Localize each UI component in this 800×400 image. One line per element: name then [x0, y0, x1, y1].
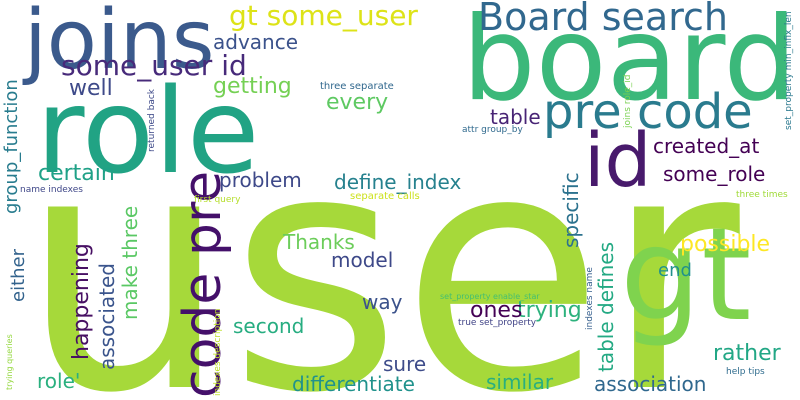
- word-table: table: [490, 105, 541, 129]
- word-board: board: [462, 0, 797, 127]
- word-indexes-name: indexes name: [585, 267, 595, 330]
- word-attr-group-by: attr group_by: [462, 125, 523, 135]
- word-specific: specific: [559, 172, 583, 248]
- word-second: second: [233, 314, 305, 338]
- word-thanks: Thanks: [283, 230, 355, 254]
- word-association: association: [594, 372, 707, 396]
- word-differentiate: differentiate: [292, 372, 415, 396]
- word-make-three: make three: [118, 205, 142, 320]
- word-created-at: created_at: [653, 134, 760, 158]
- word-role-quote: role': [37, 369, 81, 393]
- word-board-search: Board search: [478, 0, 728, 39]
- word-separate-calls: separate calls: [350, 191, 420, 202]
- word-some-role: some_role: [663, 162, 766, 186]
- word-trying: trying: [517, 298, 582, 323]
- word-way: way: [362, 290, 403, 314]
- word-user: user: [20, 81, 740, 400]
- word-well: well: [69, 76, 113, 101]
- word-set-property-min-infix-len: set_property min_infix_len: [784, 11, 794, 130]
- word-first-query: first query: [194, 195, 241, 205]
- word-model: model: [331, 248, 394, 272]
- word-possible: possible: [680, 232, 771, 257]
- word-name-indexes: name indexes: [20, 185, 83, 195]
- word-set-property-enable-star: set_property enable_star: [440, 292, 540, 301]
- word-some-user-id: some_user id: [61, 49, 247, 82]
- word-similar: similar: [486, 370, 554, 394]
- word-happening: happening: [69, 243, 94, 360]
- word-pre-code: pre code: [543, 84, 753, 140]
- word-either: either: [8, 248, 29, 302]
- word-true-set-property: true set_property: [458, 318, 537, 328]
- word-problem: problem: [219, 168, 302, 192]
- word-three-times: three times: [736, 190, 788, 200]
- word-group-function: group_function: [1, 79, 22, 214]
- word-id: id: [584, 118, 652, 204]
- word-gt-some-user: gt some_user: [229, 0, 418, 32]
- word-ones: ones: [470, 298, 523, 323]
- word-returned-back: returned back: [147, 88, 157, 152]
- word-joins: joins: [24, 0, 215, 88]
- word-gt: gt: [620, 201, 752, 350]
- word-getting: getting: [213, 74, 292, 99]
- word-define-index: define_index: [334, 170, 462, 194]
- word-certain: certain: [38, 161, 115, 186]
- word-indexes-description: indexes description: [213, 308, 223, 396]
- word-trying-queries: trying queries: [5, 334, 14, 390]
- word-associated: associated: [95, 263, 119, 370]
- word-every: every: [326, 90, 389, 115]
- word-rather: rather: [713, 341, 781, 366]
- word-table-defines: table defines: [594, 241, 618, 372]
- word-role: role: [36, 62, 260, 200]
- word-end: end: [658, 260, 692, 281]
- word-sure: sure: [383, 352, 427, 376]
- word-help-tips: help tips: [726, 367, 765, 377]
- word-advance: advance: [213, 30, 299, 54]
- word-three-separate: three separate: [320, 81, 394, 92]
- word-joins-role-id: joins role_id: [623, 74, 633, 128]
